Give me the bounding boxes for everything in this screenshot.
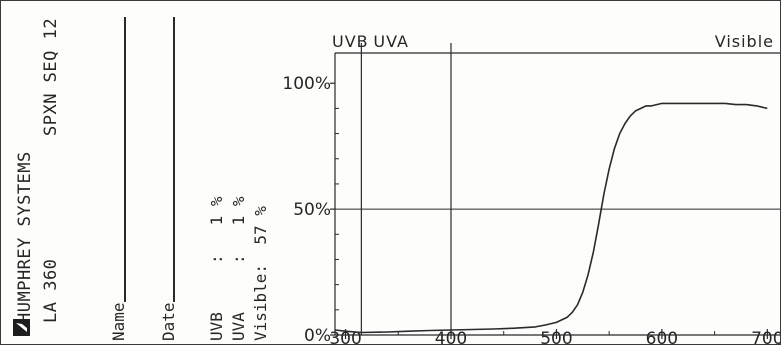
x-tick-label: 400 <box>435 329 467 344</box>
y-tick-label: 100% <box>282 74 331 94</box>
humphrey-logo <box>13 319 30 336</box>
name-line <box>124 17 126 302</box>
y-tick-label: 0% <box>304 326 331 344</box>
x-tick-label: 600 <box>646 329 678 344</box>
axis-ticks: 0% 50% 100% 300 400 500 600 700 <box>282 74 780 344</box>
x-tick-label: 700 <box>751 329 780 344</box>
region-label: UVA <box>373 32 409 51</box>
region-label: UVB <box>332 32 369 51</box>
x-tick-label: 300 <box>329 329 361 344</box>
region-label: Visible <box>715 32 774 51</box>
region-dividers: UVB UVA Visible <box>332 32 774 335</box>
x-tick-label: 500 <box>540 329 572 344</box>
transmission-curve <box>334 102 768 334</box>
y-tick-label: 50% <box>293 200 331 220</box>
date-line <box>173 17 175 302</box>
